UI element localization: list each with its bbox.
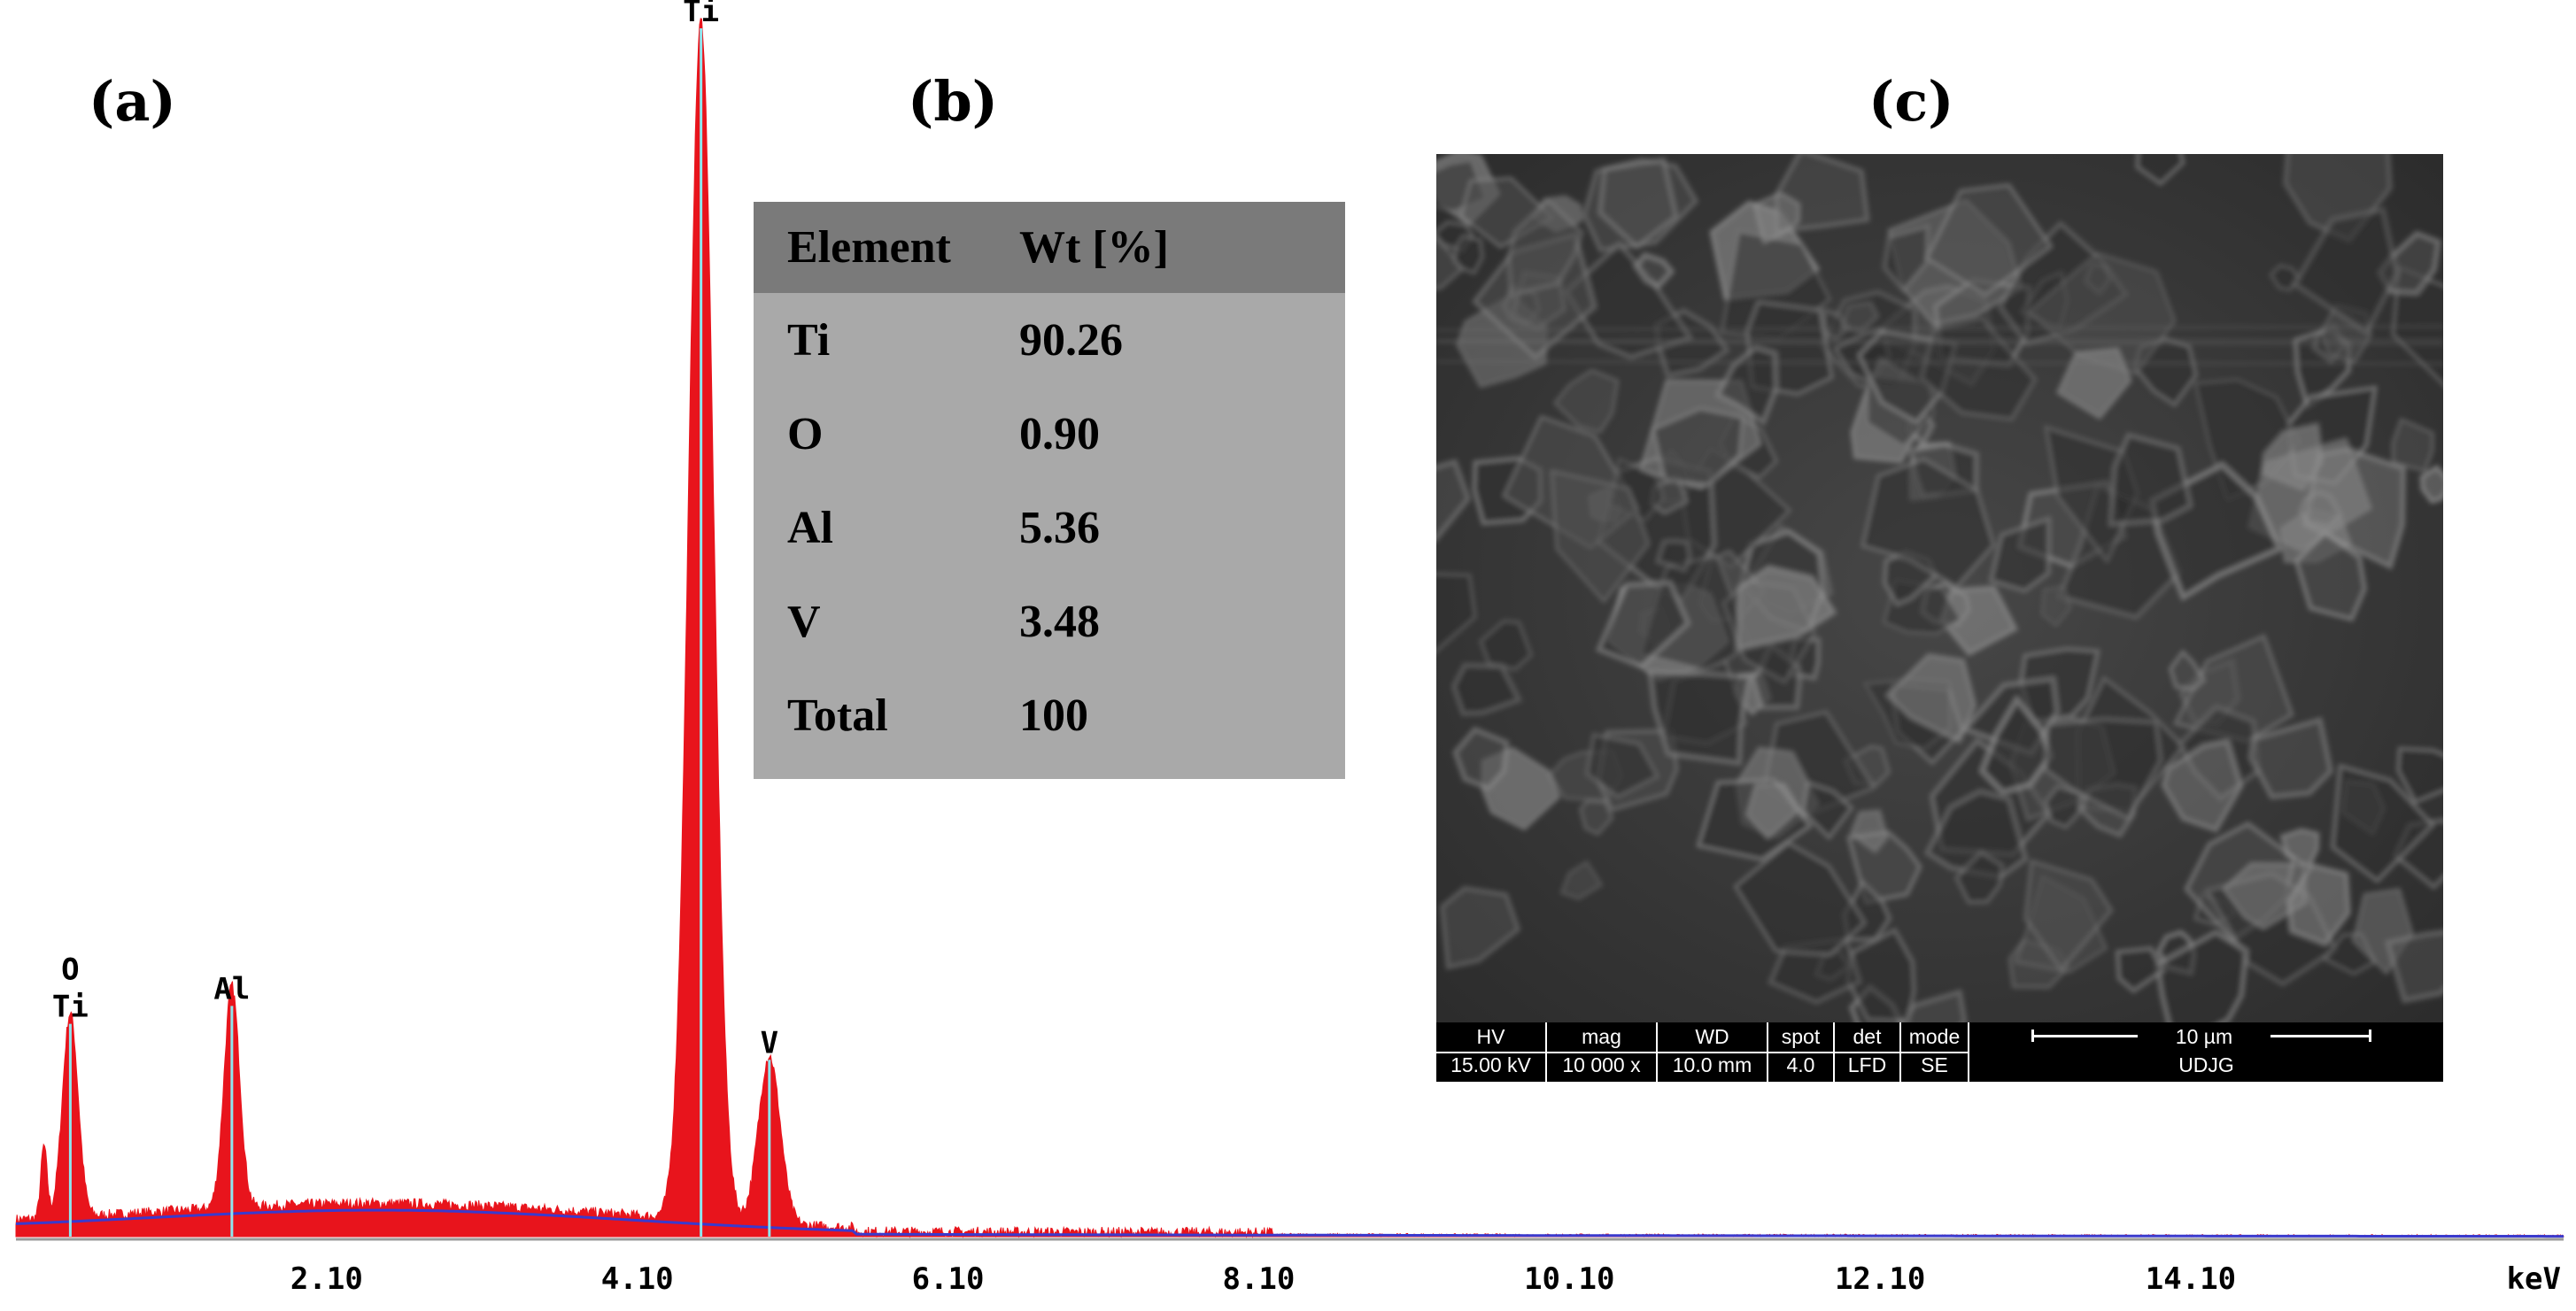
sem-mag-value: 10 000 x [1562,1053,1641,1076]
sem-hv-value: 15.00 kV [1450,1053,1531,1076]
sem-mode-cell: mode SE [1901,1022,1969,1082]
peak-label: O [61,952,79,988]
cell-element: Total [787,690,888,741]
x-tick-label: 2.10 [290,1261,363,1297]
sem-hv-cell: HV 15.00 kV [1436,1022,1547,1082]
table-row: Ti 90.26 [754,293,1345,387]
table-row: V 3.48 [754,575,1345,668]
composition-table: Element Wt [%] Ti 90.26 O 0.90 Al 5.36 V… [754,202,1345,779]
x-tick-label: 4.10 [601,1261,674,1297]
sem-det-cell: det LFD [1835,1022,1901,1082]
cell-wt: 3.48 [1019,596,1100,647]
cell-wt: 0.90 [1019,408,1100,459]
sem-wd-cell: WD 10.0 mm [1658,1022,1768,1082]
cell-wt: 90.26 [1019,314,1123,366]
x-tick-label: 12.10 [1835,1261,1925,1297]
sem-spot-label: spot [1781,1025,1821,1048]
sem-spot-value: 4.0 [1786,1053,1815,1076]
sem-image [1436,154,2443,1022]
scale-bar-tick-right [2369,1030,2371,1042]
background-fit-line [15,1208,2564,1238]
panel-label-b: (b) [908,69,999,134]
sem-det-value: LFD [1847,1053,1887,1076]
sem-mag-label: mag [1582,1025,1621,1048]
sem-wd-label: WD [1695,1025,1729,1048]
header-wt: Wt [%] [1019,222,1169,273]
peak-label: Al [213,971,250,1006]
x-tick-label: 6.10 [912,1261,985,1297]
table-header: Element Wt [%] [754,202,1345,293]
sem-mode-value: SE [1921,1053,1948,1076]
x-axis: 2.10 4.10 6.10 8.10 10.10 12.10 14.10 keV [16,1238,2564,1297]
sem-micrograph: HV 15.00 kV mag 10 000 x WD 10.0 mm spot… [1436,154,2443,1082]
sem-mode-label: mode [1908,1025,1961,1048]
sem-scale-label: 10 µm [2138,1025,2270,1049]
sem-mag-cell: mag 10 000 x [1547,1022,1658,1082]
peak-label: Ti [683,0,719,29]
table-row: Total 100 [754,668,1345,762]
spectrum-fit-line [15,1208,2564,1238]
sem-hv-label: HV [1476,1025,1505,1048]
peak-label: Ti [52,990,89,1025]
sem-info-bar: HV 15.00 kV mag 10 000 x WD 10.0 mm spot… [1436,1022,2443,1082]
cell-element: Ti [787,314,831,366]
sem-wd-value: 10.0 mm [1672,1053,1752,1076]
sem-scale-cell: 10 µm UDJG [1969,1022,2443,1082]
panel-label-a: (a) [89,69,176,134]
peak-label: V [761,1025,778,1060]
panel-label-c: (c) [1868,69,1954,134]
cell-element: V [787,596,821,647]
x-axis-unit: keV [2507,1261,2561,1297]
x-tick-label: 10.10 [1524,1261,1614,1297]
scale-bar-tick-left [2031,1030,2034,1042]
cell-wt: 5.36 [1019,502,1100,553]
sem-lab-label: UDJG [2178,1053,2234,1076]
cell-element: Al [787,502,833,553]
x-tick-label: 8.10 [1222,1261,1295,1297]
table-row: Al 5.36 [754,481,1345,575]
sem-spot-cell: spot 4.0 [1768,1022,1835,1082]
table-row: O 0.90 [754,387,1345,481]
cell-wt: 100 [1019,690,1088,741]
cell-element: O [787,408,824,459]
x-tick-label: 14.10 [2146,1261,2236,1297]
sem-det-label: det [1853,1025,1882,1048]
header-element: Element [787,222,951,273]
